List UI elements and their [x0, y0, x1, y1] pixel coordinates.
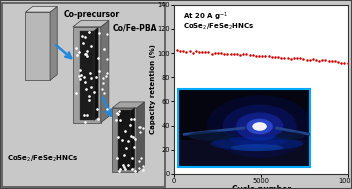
Polygon shape	[25, 6, 57, 12]
Y-axis label: Capacity retention (%): Capacity retention (%)	[150, 44, 156, 134]
Text: CoSe$_2$/FeSe$_2$HNCs: CoSe$_2$/FeSe$_2$HNCs	[7, 154, 78, 164]
Circle shape	[236, 112, 283, 141]
Polygon shape	[80, 31, 94, 120]
Polygon shape	[73, 20, 109, 27]
Bar	[178, 89, 310, 167]
Polygon shape	[131, 108, 135, 170]
Circle shape	[246, 119, 273, 134]
Polygon shape	[94, 27, 98, 120]
Polygon shape	[118, 110, 131, 170]
Text: CoSe$_2$/FeSe$_2$HNCs: CoSe$_2$/FeSe$_2$HNCs	[183, 22, 254, 32]
Text: Co/Fe-PBA: Co/Fe-PBA	[113, 23, 158, 32]
Circle shape	[252, 122, 267, 131]
Polygon shape	[73, 27, 101, 123]
Polygon shape	[50, 6, 57, 80]
Polygon shape	[25, 12, 50, 80]
Circle shape	[207, 95, 313, 158]
Polygon shape	[137, 102, 144, 172]
Text: At 20 A g$^{-1}$: At 20 A g$^{-1}$	[183, 11, 228, 23]
Ellipse shape	[188, 131, 234, 141]
Ellipse shape	[275, 132, 304, 140]
Polygon shape	[112, 108, 137, 172]
Polygon shape	[112, 102, 144, 108]
Bar	[178, 140, 310, 167]
X-axis label: Cycle number: Cycle number	[232, 185, 291, 189]
Circle shape	[223, 105, 296, 148]
Polygon shape	[101, 20, 109, 123]
Ellipse shape	[231, 144, 283, 151]
Text: Co-precursor: Co-precursor	[64, 10, 120, 19]
Bar	[2, 3, 165, 187]
Ellipse shape	[211, 137, 303, 151]
